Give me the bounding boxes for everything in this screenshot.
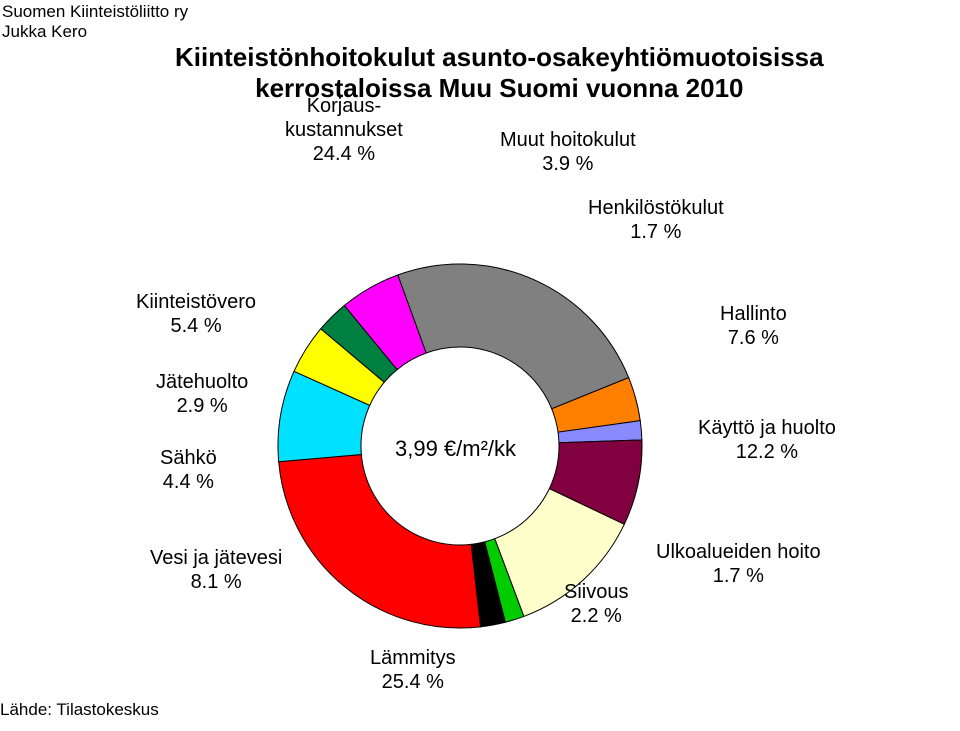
label-vesi: Vesi ja jätevesi 8.1 %	[150, 546, 282, 594]
label-lammitys: Lämmitys 25.4 %	[370, 646, 456, 694]
center-value: 3,99 €/m²/kk	[395, 436, 516, 462]
label-ulkoalueet: Ulkoalueiden hoito 1.7 %	[656, 540, 821, 588]
slice-korjaus	[398, 264, 629, 409]
label-siivous: Siivous 2.2 %	[564, 580, 628, 628]
label-korjaus: Korjaus- kustannukset 24.4 %	[285, 94, 403, 166]
label-henkilosto: Henkilöstökulut 1.7 %	[588, 196, 724, 244]
source-text: Lähde: Tilastokeskus	[0, 700, 159, 720]
label-hallinto: Hallinto 7.6 %	[720, 302, 787, 350]
label-kiinteistovero: Kiinteistövero 5.4 %	[136, 290, 256, 338]
label-sahko: Sähkö 4.4 %	[160, 446, 217, 494]
chart-page: Suomen Kiinteistöliitto ry Jukka Kero Ki…	[0, 0, 960, 731]
donut-chart	[0, 0, 960, 731]
slice-lammitys	[279, 455, 481, 628]
label-muut: Muut hoitokulut 3.9 %	[500, 128, 636, 176]
label-jatehuolto: Jätehuolto 2.9 %	[156, 370, 248, 418]
label-kaytto: Käyttö ja huolto 12.2 %	[698, 416, 836, 464]
